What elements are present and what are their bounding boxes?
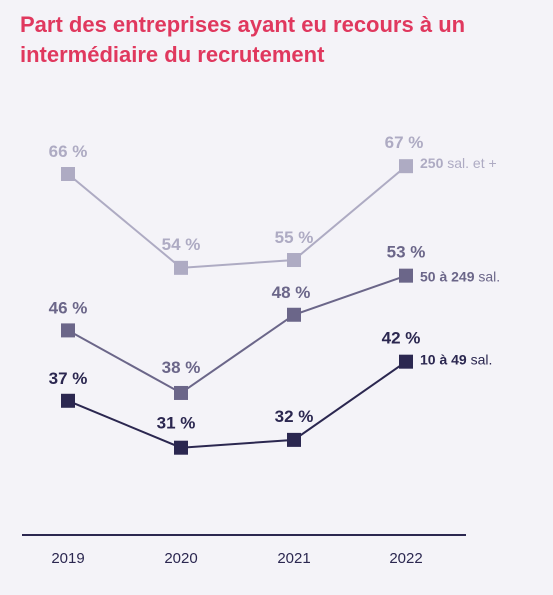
data-point-marker — [174, 440, 188, 455]
data-label: 66 % — [49, 142, 88, 161]
data-point-marker — [174, 260, 188, 275]
x-tick-label: 2021 — [277, 550, 310, 567]
x-tick-label: 2019 — [51, 550, 84, 567]
data-label: 38 % — [162, 358, 201, 377]
data-point-marker — [174, 385, 188, 400]
series-name-bold: 250 — [420, 155, 444, 171]
series-name-label: 250 sal. et + — [420, 155, 497, 171]
data-label: 53 % — [387, 243, 426, 262]
series-line — [67, 165, 407, 269]
data-point-marker — [399, 268, 413, 283]
data-label: 54 % — [162, 235, 201, 254]
data-point-marker — [61, 393, 75, 408]
series-2: 46 % 38 % 48 % 53 % 50 à 249 sal. — [49, 243, 500, 400]
data-point-marker — [399, 354, 413, 369]
data-label: 37 % — [49, 369, 88, 388]
series-name-bold: 50 à 249 — [420, 269, 475, 285]
data-label: 31 % — [157, 414, 196, 433]
data-point-marker — [61, 167, 75, 181]
series-name-label: 50 à 249 sal. — [420, 269, 500, 285]
series-3: 37 % 31 % 32 % 42 % 10 à 49 sal. — [49, 329, 492, 455]
x-tick-label: 2022 — [389, 550, 422, 567]
series-line — [67, 360, 407, 449]
series-name-rest: sal. et + — [443, 155, 496, 171]
series-group: 66 % 54 % 55 % 67 % 250 sal. et + 46 % 38 % 48 … — [49, 133, 500, 455]
data-label: 46 % — [49, 298, 88, 317]
data-label: 55 % — [275, 228, 314, 247]
data-point-marker — [287, 307, 301, 322]
series-line — [67, 274, 407, 395]
x-axis-ticks: 2019 2020 2021 2022 — [51, 550, 422, 567]
data-label: 32 % — [275, 407, 314, 426]
chart-title: Part des entreprises ayant eu recours à … — [20, 12, 466, 67]
data-point-marker — [61, 323, 75, 338]
series-name-bold: 10 à 49 — [420, 352, 467, 368]
series-name-rest: sal. — [475, 269, 501, 285]
data-label: 48 % — [272, 283, 311, 302]
data-point-marker — [287, 253, 301, 268]
series-name-rest: sal. — [467, 352, 493, 368]
data-label: 67 % — [385, 133, 424, 152]
x-tick-label: 2020 — [164, 550, 197, 567]
series-1: 66 % 54 % 55 % 67 % 250 sal. et + — [49, 133, 497, 275]
data-label: 42 % — [382, 329, 421, 348]
data-point-marker — [399, 159, 413, 174]
data-point-marker — [287, 432, 301, 447]
series-name-label: 10 à 49 sal. — [420, 352, 492, 368]
